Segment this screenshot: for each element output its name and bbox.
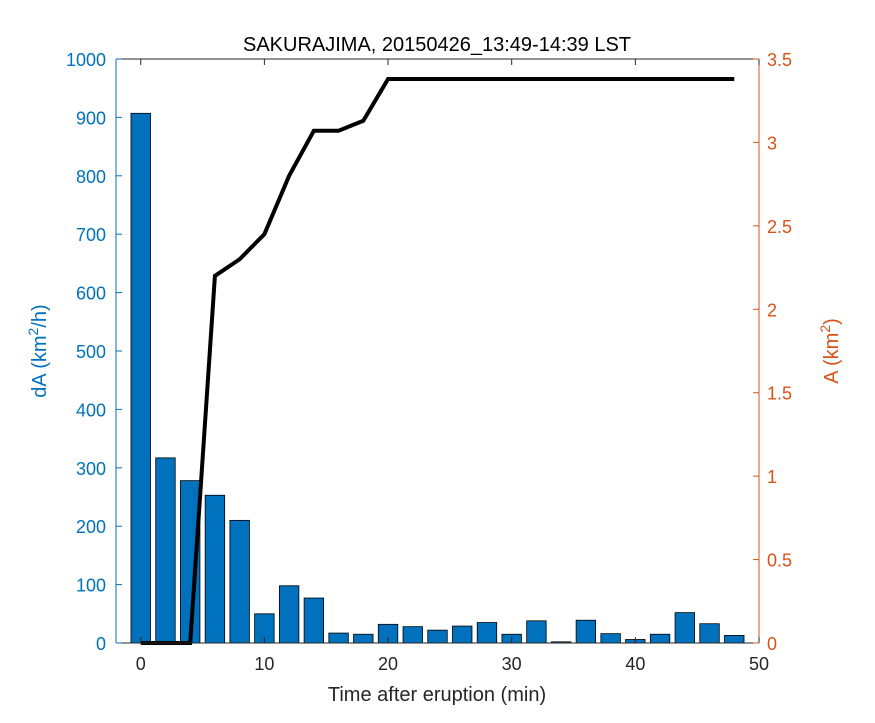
left-y-label-base: dA (km — [29, 335, 51, 397]
left-y-axis-label: dA (km2/h) — [25, 304, 51, 397]
axes-layer: 0 10 20 30 40 5001002003004005006007008009001… — [66, 50, 792, 674]
right-y-tick-label-6: 3 — [767, 133, 777, 153]
bar-9 — [353, 633, 374, 644]
x-tick-label-5: 50 — [749, 654, 769, 674]
bar-4 — [229, 519, 250, 644]
right-y-axis-label: A (km2) — [817, 318, 843, 384]
bar-1 — [155, 457, 176, 644]
right-y-label-sup: 2 — [817, 325, 833, 333]
right-y-tick-label-1: 0.5 — [767, 551, 792, 571]
left-y-label-tail: /h) — [29, 304, 51, 327]
bar-22 — [674, 612, 695, 644]
bar-6 — [278, 585, 300, 644]
text-layer: SAKURAJIMA, 20150426_13:49-14:39 LST Tim… — [25, 34, 843, 706]
x-axis-label: Time after eruption (min) — [328, 684, 546, 706]
left-y-tick-label-1: 100 — [76, 576, 106, 596]
bar-13 — [452, 625, 473, 644]
left-y-tick-label-7: 700 — [76, 225, 106, 245]
left-y-tick-label-10: 1000 — [66, 50, 106, 70]
bar-24 — [724, 635, 745, 644]
right-y-label-tail: ) — [821, 318, 843, 325]
bar-23 — [699, 623, 720, 644]
left-y-label-sup: 2 — [25, 327, 41, 335]
left-y-tick-label-6: 600 — [76, 284, 106, 304]
series-line-A — [140, 77, 735, 645]
bar-8 — [328, 632, 349, 644]
left-y-tick-label-8: 800 — [76, 167, 106, 187]
bars-layer — [130, 112, 745, 644]
bar-19 — [600, 633, 621, 644]
right-y-tick-label-3: 1.5 — [767, 384, 792, 404]
right-y-tick-label-2: 1 — [767, 467, 777, 487]
right-y-tick-label-4: 2 — [767, 300, 777, 320]
right-y-tick-label-0: 0 — [767, 634, 777, 654]
x-tick-label-0: 0 — [136, 654, 146, 674]
left-y-tick-label-0: 0 — [96, 634, 106, 654]
left-y-tick-label-4: 400 — [76, 400, 106, 420]
left-y-tick-label-2: 200 — [76, 517, 106, 537]
right-y-tick-label-7: 3.5 — [767, 50, 792, 70]
x-tick-label-4: 40 — [625, 654, 645, 674]
bar-16 — [526, 620, 547, 644]
chart-title: SAKURAJIMA, 20150426_13:49-14:39 LST — [243, 34, 631, 56]
bar-11 — [402, 626, 423, 644]
bar-18 — [575, 619, 597, 644]
right-y-tick-label-5: 2.5 — [767, 217, 792, 237]
left-y-tick-label-9: 900 — [76, 108, 106, 128]
bar-21 — [649, 633, 671, 644]
bar-0 — [130, 112, 151, 644]
x-tick-label-3: 30 — [502, 654, 522, 674]
right-y-label-base: A (km — [821, 333, 843, 384]
x-tick-label-2: 20 — [378, 654, 398, 674]
x-tick-label-1: 10 — [254, 654, 274, 674]
bar-7 — [303, 597, 325, 644]
line-layer — [140, 77, 735, 645]
bar-14 — [476, 622, 498, 644]
left-y-tick-label-5: 500 — [76, 342, 106, 362]
bar-3 — [204, 494, 226, 644]
left-y-tick-label-3: 300 — [76, 459, 106, 479]
bar-12 — [427, 629, 448, 644]
